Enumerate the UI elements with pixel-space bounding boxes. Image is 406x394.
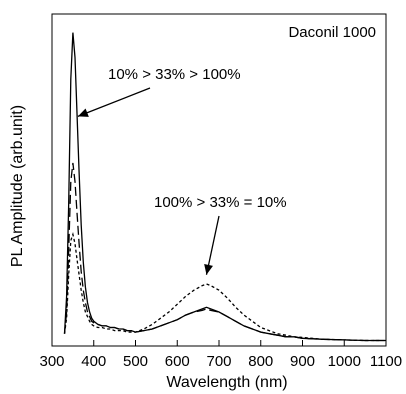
annotation-text-2: 100% > 33% = 10%: [154, 194, 287, 211]
x-axis-label: Wavelength (nm): [166, 374, 287, 391]
annotations-layer: 10% > 33% > 100% 100% > 33% = 10%: [77, 66, 287, 275]
ticks-layer: 300 400 500 600 700 800 900 1000 1100: [39, 340, 402, 370]
x-tick-label: 600: [165, 353, 190, 370]
series-line-long-dash: [63, 162, 386, 342]
x-tick-label: 900: [290, 353, 315, 370]
x-tick-label: 400: [81, 353, 106, 370]
x-tick-label: 700: [206, 353, 231, 370]
annotation-arrowhead-2: [204, 263, 213, 275]
annotation-text-1: 10% > 33% > 100%: [108, 66, 241, 83]
series-line-short-dash: [63, 232, 386, 342]
x-tick-label: 500: [123, 353, 148, 370]
annotation-arrow-1: [77, 87, 151, 117]
y-axis-label: PL Amplitude (arb.unit): [9, 105, 26, 267]
annotation-arrowhead-1: [77, 108, 89, 117]
annotation-arrow-2: [205, 215, 220, 275]
legend-text: Daconil 1000: [288, 24, 376, 41]
x-tick-label: 300: [39, 353, 64, 370]
x-tick-label: 1000: [328, 353, 361, 370]
series-layer: [63, 32, 386, 342]
plot-frame: [51, 13, 387, 347]
x-tick-label: 800: [248, 353, 273, 370]
x-tick-label: 1100: [370, 353, 402, 370]
